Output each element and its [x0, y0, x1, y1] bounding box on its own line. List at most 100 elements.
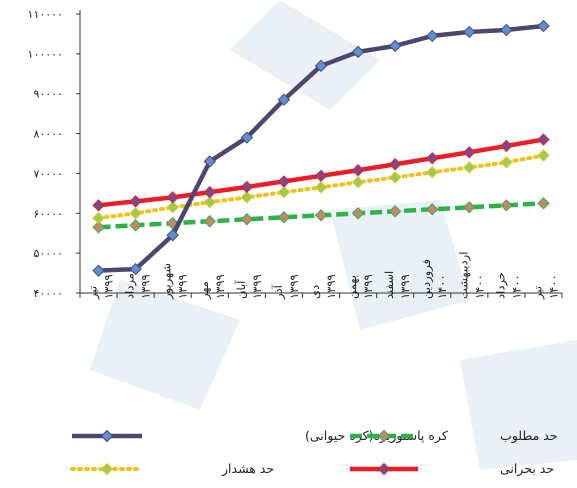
x-tick-label: دی ۱۳۹۹	[308, 274, 338, 299]
x-tick-label: خرداد ۱۴۰۰	[493, 272, 523, 299]
data-point	[92, 211, 105, 225]
x-tick-label: مهر ۱۳۹۹	[197, 274, 227, 300]
data-point	[500, 23, 513, 37]
y-tick-label: ۹۰۰۰۰	[33, 88, 63, 101]
data-point	[92, 199, 105, 212]
x-tick-label: فروردین ۱۴۰۰	[419, 259, 449, 299]
data-point	[240, 191, 254, 204]
data-point	[203, 155, 216, 168]
data-point	[92, 221, 105, 234]
series-group	[92, 149, 550, 225]
data-point	[129, 262, 142, 276]
data-point	[351, 207, 365, 220]
x-tick-label: مرداد ۱۳۹۹	[123, 273, 153, 299]
data-point	[500, 156, 513, 169]
data-point	[500, 199, 513, 212]
x-tick-label-line: ۱۳۹۹	[139, 274, 153, 299]
x-tick-label-line: خرداد	[493, 272, 508, 299]
x-tick-label-line: آبان	[234, 280, 248, 299]
x-tick-label-line: تیر	[86, 286, 101, 300]
x-tick-label-line: فروردین	[419, 259, 434, 299]
data-point	[351, 164, 365, 177]
x-tick-label-line: دی	[308, 285, 322, 299]
data-point	[277, 175, 291, 188]
x-tick-label: اردیبهشت ۱۴۰۰	[456, 252, 486, 299]
data-point	[314, 169, 328, 183]
x-tick-label-line: ۱۳۹۹	[324, 274, 338, 299]
y-tick-label: ۸۰۰۰۰	[33, 128, 63, 141]
x-tick-label-line: اسفند	[382, 271, 396, 299]
x-tick-label-line: مهر	[197, 281, 212, 300]
x-tick-label-line: ۱۴۰۰	[546, 274, 560, 299]
series-group	[92, 133, 550, 212]
data-point	[537, 133, 550, 146]
data-point	[463, 25, 476, 39]
y-tick-label: ۴۰۰۰۰	[33, 287, 63, 300]
x-tick-label-line: آذر	[271, 284, 286, 300]
watermark	[90, 0, 577, 470]
x-tick-label-line: ۱۳۹۹	[250, 274, 264, 299]
series-group	[92, 197, 550, 234]
data-point	[463, 201, 476, 214]
data-point	[166, 229, 179, 242]
data-point	[388, 39, 402, 53]
data-point	[277, 211, 291, 224]
legend-marker	[377, 462, 391, 476]
x-tick-label: تیر ۱۴۰۰	[530, 274, 560, 300]
data-point	[500, 139, 513, 153]
data-point	[388, 158, 402, 171]
data-point	[388, 171, 402, 184]
data-point	[426, 152, 439, 165]
data-point	[426, 29, 439, 43]
legend-entry: حد مطلوب	[350, 428, 558, 444]
x-tick-label-line: ۱۳۹۹	[287, 274, 301, 299]
plot-area: ۴۰۰۰۰ ۵۰۰۰۰ ۶۰۰۰۰ ۷۰۰۰۰ ۸۰۰۰۰ ۹۰۰۰۰ ۱۰۰۰۰۰ ۱۱۰۰…	[28, 8, 563, 300]
data-point	[129, 219, 142, 232]
data-point	[537, 197, 550, 210]
x-tick-label-line: ۱۳۹۹	[102, 274, 116, 299]
data-point	[314, 59, 328, 73]
x-tick-label-line: مرداد	[123, 273, 138, 299]
x-tick-label-line: بهمن	[345, 275, 360, 299]
legend-label: حد بحرانی	[500, 461, 554, 477]
data-point	[463, 146, 476, 159]
y-tick-label: ۶۰۰۰۰	[33, 207, 63, 220]
legend-marker	[377, 429, 391, 443]
data-point	[463, 161, 476, 174]
legend-entry: حد هشدار	[70, 461, 274, 477]
data-point	[351, 175, 365, 189]
data-point	[240, 131, 254, 144]
data-point	[388, 205, 402, 218]
x-tick-label-line: ۱۳۹۹	[213, 274, 227, 299]
legend-marker	[100, 429, 114, 443]
data-point	[314, 181, 328, 194]
data-point	[277, 93, 291, 106]
x-tick-label: تیر ۱۳۹۹	[86, 274, 116, 300]
data-point	[129, 195, 142, 208]
data-point	[240, 180, 254, 194]
x-tick-label: اسفند ۱۳۹۹	[382, 271, 412, 299]
data-point	[203, 195, 216, 209]
legend-label: حد هشدار	[221, 461, 274, 477]
data-point	[277, 185, 291, 199]
x-tick-label-line: ۱۴۰۰	[435, 274, 449, 299]
y-tick-label: ۵۰۰۰۰	[33, 247, 63, 260]
x-tick-label-line: تیر	[530, 286, 545, 300]
legend-marker	[100, 462, 114, 476]
legend-entry: حد بحرانی	[350, 461, 554, 477]
data-point	[92, 264, 105, 277]
x-tick-label: شهریور ۱۳۹۹	[160, 263, 190, 300]
data-point	[203, 215, 216, 228]
x-tick-label-line: ۱۴۰۰	[472, 274, 486, 299]
data-point	[426, 166, 439, 179]
x-tick-label-line: ۱۳۹۹	[361, 274, 375, 299]
x-tick-label-line: اردیبهشت	[456, 252, 471, 299]
data-point	[203, 185, 216, 199]
data-point	[166, 201, 179, 214]
y-tick-label: ۱۰۰۰۰۰	[28, 48, 63, 61]
x-tick-label-line: ۱۳۹۹	[176, 274, 190, 299]
series-group	[92, 19, 550, 277]
data-point	[240, 213, 254, 226]
y-tick-label: ۷۰۰۰۰	[33, 167, 63, 180]
